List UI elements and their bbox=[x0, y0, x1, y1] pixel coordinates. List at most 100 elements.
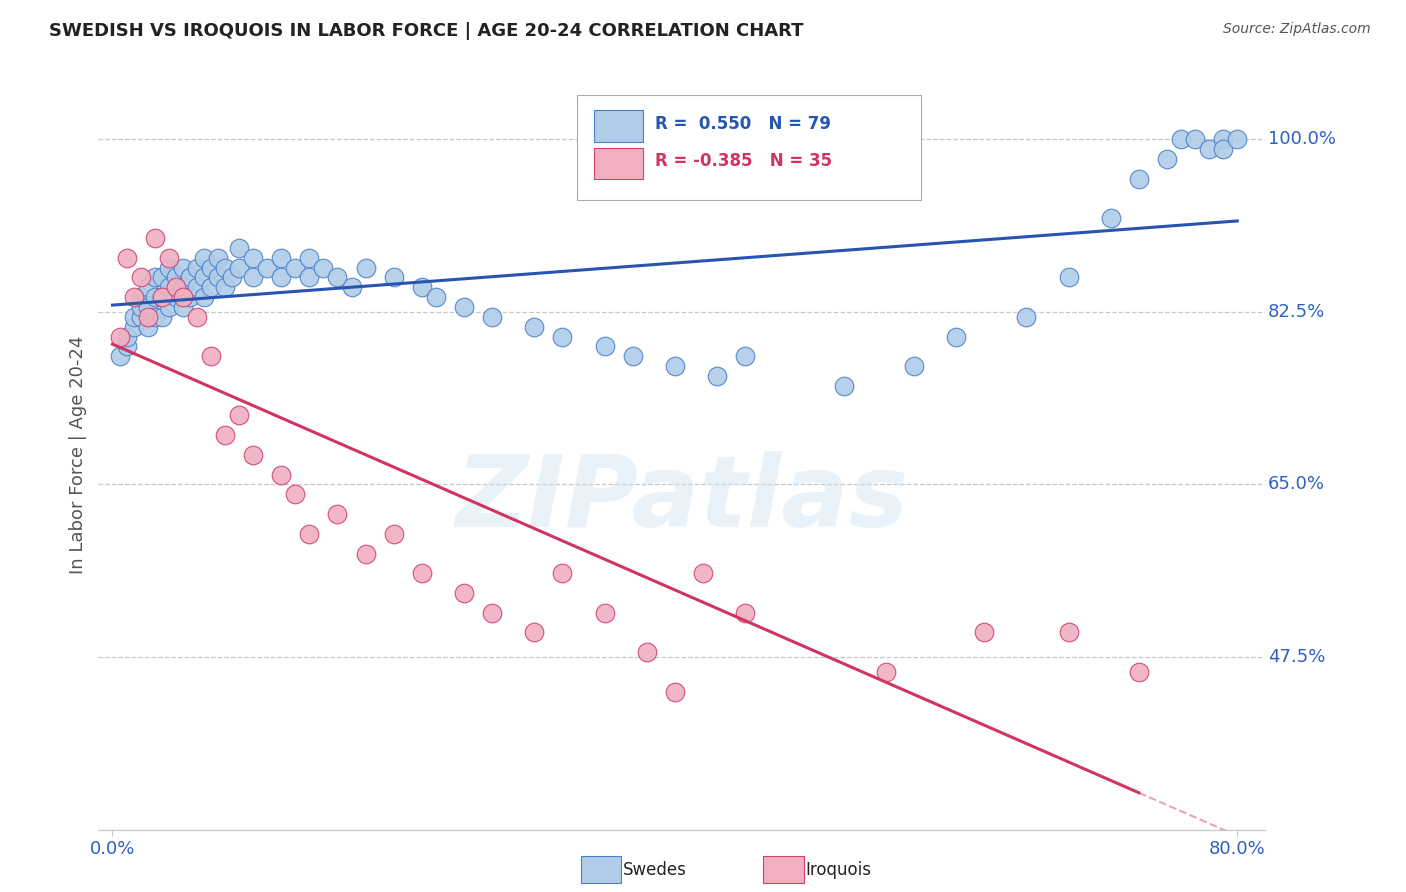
Point bbox=[150, 290, 173, 304]
Point bbox=[664, 359, 686, 374]
Point bbox=[298, 526, 321, 541]
Point bbox=[228, 241, 250, 255]
Point bbox=[193, 270, 215, 285]
Point bbox=[136, 280, 159, 294]
Point bbox=[1057, 270, 1080, 285]
Point bbox=[172, 260, 194, 275]
Point bbox=[122, 310, 145, 324]
Point bbox=[115, 251, 138, 265]
Point bbox=[734, 606, 756, 620]
Point bbox=[453, 300, 475, 314]
Point bbox=[129, 310, 152, 324]
Point bbox=[593, 339, 616, 353]
Point bbox=[186, 260, 208, 275]
Point bbox=[186, 310, 208, 324]
Point bbox=[150, 310, 173, 324]
Point bbox=[903, 359, 925, 374]
Point bbox=[284, 260, 307, 275]
Point bbox=[382, 270, 405, 285]
Point bbox=[298, 251, 321, 265]
Text: R =  0.550   N = 79: R = 0.550 N = 79 bbox=[655, 115, 831, 133]
Point bbox=[129, 300, 152, 314]
Point bbox=[115, 339, 138, 353]
Point bbox=[636, 645, 658, 659]
Point bbox=[200, 349, 222, 363]
Point bbox=[1099, 211, 1122, 226]
Point bbox=[242, 270, 264, 285]
Text: 47.5%: 47.5% bbox=[1268, 648, 1324, 666]
Point bbox=[221, 270, 243, 285]
Text: 100.0%: 100.0% bbox=[1268, 130, 1336, 148]
Point bbox=[207, 270, 229, 285]
Y-axis label: In Labor Force | Age 20-24: In Labor Force | Age 20-24 bbox=[69, 335, 87, 574]
Point bbox=[136, 319, 159, 334]
Point bbox=[143, 310, 166, 324]
Point bbox=[973, 625, 995, 640]
Point bbox=[1212, 142, 1234, 156]
Point bbox=[136, 310, 159, 324]
Point bbox=[165, 280, 187, 294]
Point bbox=[172, 290, 194, 304]
Point bbox=[945, 329, 967, 343]
Text: Source: ZipAtlas.com: Source: ZipAtlas.com bbox=[1223, 22, 1371, 37]
Point bbox=[157, 300, 180, 314]
Point bbox=[207, 251, 229, 265]
Point bbox=[143, 290, 166, 304]
Point bbox=[150, 270, 173, 285]
Point bbox=[214, 260, 236, 275]
Point bbox=[179, 290, 201, 304]
Point bbox=[523, 625, 546, 640]
Point bbox=[270, 270, 292, 285]
Point bbox=[1226, 132, 1249, 146]
Point bbox=[832, 379, 855, 393]
Point bbox=[340, 280, 363, 294]
Point bbox=[172, 280, 194, 294]
Point bbox=[1057, 625, 1080, 640]
Point bbox=[143, 231, 166, 245]
Point bbox=[108, 329, 131, 343]
Point bbox=[1015, 310, 1038, 324]
Point bbox=[453, 586, 475, 600]
Point bbox=[326, 270, 349, 285]
Point bbox=[664, 684, 686, 698]
Point bbox=[1156, 152, 1178, 166]
Point bbox=[214, 428, 236, 442]
Text: R = -0.385   N = 35: R = -0.385 N = 35 bbox=[655, 153, 832, 170]
Text: ZIPatlas: ZIPatlas bbox=[456, 451, 908, 549]
Point bbox=[179, 270, 201, 285]
Point bbox=[551, 329, 574, 343]
Point bbox=[692, 566, 714, 581]
FancyBboxPatch shape bbox=[595, 148, 644, 179]
Point bbox=[706, 369, 728, 384]
Point bbox=[1212, 132, 1234, 146]
Point bbox=[312, 260, 335, 275]
FancyBboxPatch shape bbox=[595, 111, 644, 142]
Point bbox=[136, 300, 159, 314]
Point bbox=[1128, 172, 1150, 186]
Point bbox=[1184, 132, 1206, 146]
Point bbox=[354, 260, 377, 275]
Point bbox=[242, 251, 264, 265]
FancyBboxPatch shape bbox=[576, 95, 921, 200]
Point bbox=[593, 606, 616, 620]
Point bbox=[354, 547, 377, 561]
Point bbox=[165, 290, 187, 304]
Text: 65.0%: 65.0% bbox=[1268, 475, 1324, 493]
Point bbox=[382, 526, 405, 541]
Text: Swedes: Swedes bbox=[623, 861, 686, 879]
Point bbox=[108, 349, 131, 363]
Point bbox=[242, 448, 264, 462]
Text: SWEDISH VS IROQUOIS IN LABOR FORCE | AGE 20-24 CORRELATION CHART: SWEDISH VS IROQUOIS IN LABOR FORCE | AGE… bbox=[49, 22, 804, 40]
Text: Iroquois: Iroquois bbox=[806, 861, 872, 879]
Point bbox=[523, 319, 546, 334]
Point bbox=[551, 566, 574, 581]
Point bbox=[1198, 142, 1220, 156]
Point bbox=[284, 487, 307, 501]
Point bbox=[425, 290, 447, 304]
Text: 82.5%: 82.5% bbox=[1268, 303, 1324, 321]
Point bbox=[326, 507, 349, 521]
Point bbox=[621, 349, 644, 363]
Point bbox=[411, 280, 433, 294]
Point bbox=[122, 290, 145, 304]
Point bbox=[298, 270, 321, 285]
